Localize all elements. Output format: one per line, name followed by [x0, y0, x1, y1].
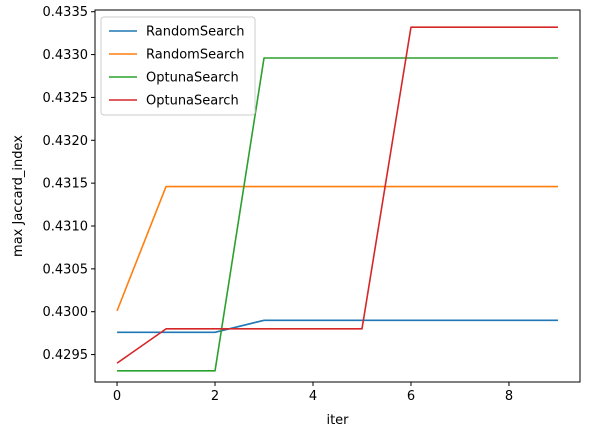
y-tick-label: 0.4295 — [43, 348, 89, 363]
y-tick-label: 0.4315 — [43, 177, 89, 192]
legend: RandomSearch RandomSearch OptunaSearch Optu… — [100, 16, 256, 116]
series-line-3 — [117, 57, 558, 372]
x-tick-label: 4 — [309, 389, 317, 404]
y-tick-label: 0.4300 — [43, 305, 89, 320]
legend-box — [100, 16, 256, 116]
plot-frame — [94, 9, 581, 383]
x-tick-label: 8 — [505, 389, 513, 404]
series-layer — [116, 26, 558, 372]
legend-label: RandomSearch — [146, 48, 244, 63]
x-tick-label: 6 — [407, 389, 415, 404]
series-line-4 — [116, 26, 558, 364]
x-axis: 0 2 4 6 8 — [113, 382, 513, 404]
y-axis: 0.4295 0.4300 0.4305 0.4310 0.4315 0.4320 0.43… — [43, 5, 95, 363]
legend-label: OptunaSearch — [146, 71, 239, 86]
x-axis-label: iter — [326, 413, 349, 428]
series-line-2 — [116, 185, 558, 312]
x-tick-label: 2 — [211, 389, 219, 404]
y-tick-label: 0.4335 — [43, 5, 89, 20]
y-tick-label: 0.4310 — [43, 220, 89, 235]
y-tick-label: 0.4325 — [43, 91, 89, 106]
x-tick-label: 0 — [113, 389, 121, 404]
legend-label: OptunaSearch — [146, 94, 239, 109]
y-axis-label: max Jaccard_index — [11, 135, 26, 257]
y-tick-label: 0.4320 — [43, 134, 89, 149]
y-tick-label: 0.4330 — [43, 48, 89, 63]
y-tick-label: 0.4305 — [43, 262, 89, 277]
legend-label: RandomSearch — [146, 25, 244, 40]
series-line-1 — [117, 319, 558, 334]
